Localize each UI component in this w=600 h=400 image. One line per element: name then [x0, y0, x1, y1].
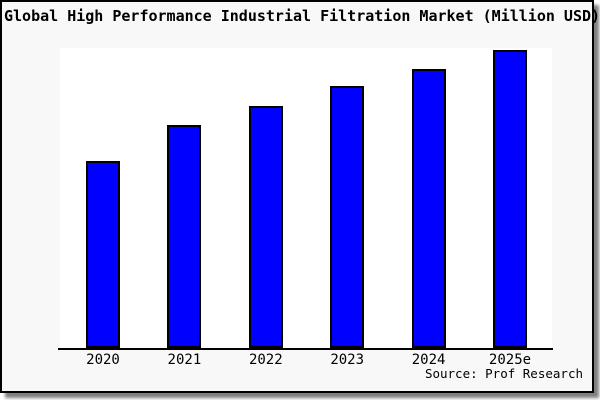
x-tick-label-2020: 2020: [86, 352, 120, 368]
chart-title: Global High Performance Industrial Filtr…: [4, 7, 600, 25]
bar-2021: [167, 125, 202, 348]
bar-2020: [86, 161, 120, 348]
bar-2022: [248, 106, 283, 348]
bar-2023: [330, 86, 365, 348]
x-tick-label-2021: 2021: [167, 352, 202, 368]
x-tick-label-2025e: 2025e: [488, 352, 532, 368]
x-tick-label-2024: 2024: [411, 352, 446, 368]
bar-2025e: [493, 50, 527, 348]
x-tick-label-2023: 2023: [330, 352, 365, 368]
x-tick-label-2022: 2022: [248, 352, 283, 368]
plot-area: [60, 48, 552, 348]
source-note: Source: Prof Research: [424, 366, 583, 381]
x-axis-line: [58, 348, 553, 350]
bar-2024: [411, 69, 446, 348]
